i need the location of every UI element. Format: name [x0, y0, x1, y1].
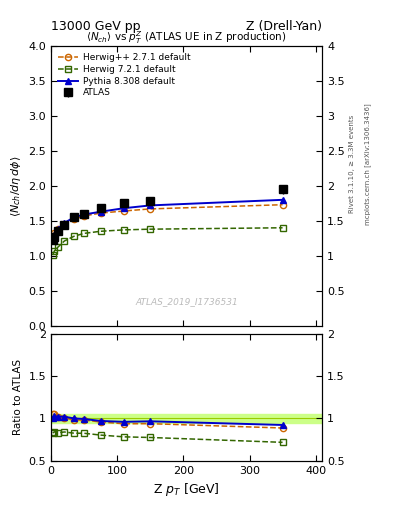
Pythia 8.308 default — [280, 197, 285, 203]
Herwig 7.2.1 default — [72, 233, 77, 239]
Herwig 7.2.1 default — [280, 225, 285, 231]
Herwig++ 2.7.1 default — [72, 216, 77, 222]
Pythia 8.308 default — [98, 208, 103, 215]
Text: mcplots.cern.ch [arXiv:1306.3436]: mcplots.cern.ch [arXiv:1306.3436] — [364, 103, 371, 225]
Pythia 8.308 default — [72, 214, 77, 220]
Text: ATLAS_2019_I1736531: ATLAS_2019_I1736531 — [135, 297, 238, 306]
Pythia 8.308 default — [50, 237, 55, 243]
Pythia 8.308 default — [55, 226, 60, 232]
Pythia 8.308 default — [62, 220, 67, 226]
Herwig++ 2.7.1 default — [82, 213, 86, 219]
Herwig 7.2.1 default — [82, 230, 86, 237]
Pythia 8.308 default — [82, 211, 86, 218]
Legend: Herwig++ 2.7.1 default, Herwig 7.2.1 default, Pythia 8.308 default, ATLAS: Herwig++ 2.7.1 default, Herwig 7.2.1 def… — [55, 51, 193, 100]
Herwig 7.2.1 default — [55, 244, 60, 250]
Herwig++ 2.7.1 default — [121, 208, 126, 214]
Text: Z (Drell-Yan): Z (Drell-Yan) — [246, 20, 322, 33]
X-axis label: Z $p_T$ [GeV]: Z $p_T$ [GeV] — [153, 481, 220, 498]
Herwig++ 2.7.1 default — [62, 221, 67, 227]
Herwig++ 2.7.1 default — [50, 233, 55, 239]
Pythia 8.308 default — [52, 232, 57, 238]
Herwig 7.2.1 default — [52, 248, 57, 254]
Y-axis label: $\langle N_{ch}/d\eta\, d\phi\rangle$: $\langle N_{ch}/d\eta\, d\phi\rangle$ — [9, 155, 23, 217]
Herwig 7.2.1 default — [50, 252, 55, 258]
Text: 13000 GeV pp: 13000 GeV pp — [51, 20, 141, 33]
Herwig 7.2.1 default — [148, 226, 152, 232]
Herwig++ 2.7.1 default — [52, 229, 57, 236]
Bar — [51, 414, 322, 423]
Herwig 7.2.1 default — [121, 227, 126, 233]
Herwig++ 2.7.1 default — [55, 226, 60, 232]
Herwig++ 2.7.1 default — [280, 202, 285, 208]
Herwig++ 2.7.1 default — [98, 210, 103, 216]
Title: $\langle N_{ch}\rangle$ vs $p_T^Z$ (ATLAS UE in Z production): $\langle N_{ch}\rangle$ vs $p_T^Z$ (ATLA… — [86, 29, 287, 46]
Herwig++ 2.7.1 default — [148, 206, 152, 212]
Pythia 8.308 default — [148, 202, 152, 208]
Line: Pythia 8.308 default: Pythia 8.308 default — [50, 197, 286, 244]
Text: Rivet 3.1.10, ≥ 3.3M events: Rivet 3.1.10, ≥ 3.3M events — [349, 115, 355, 213]
Pythia 8.308 default — [121, 205, 126, 211]
Line: Herwig++ 2.7.1 default: Herwig++ 2.7.1 default — [50, 202, 286, 239]
Herwig 7.2.1 default — [62, 238, 67, 244]
Line: Herwig 7.2.1 default: Herwig 7.2.1 default — [50, 225, 286, 258]
Y-axis label: Ratio to ATLAS: Ratio to ATLAS — [13, 359, 23, 435]
Herwig 7.2.1 default — [98, 228, 103, 234]
